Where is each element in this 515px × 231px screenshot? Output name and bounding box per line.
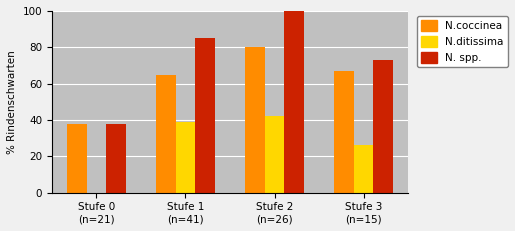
- Bar: [334, 71, 354, 193]
- Bar: [195, 38, 215, 193]
- Legend: N.coccinea, N.ditissima, N. spp.: N.coccinea, N.ditissima, N. spp.: [417, 16, 508, 67]
- Bar: [106, 124, 126, 193]
- Bar: [265, 116, 284, 193]
- Bar: [245, 47, 265, 193]
- Bar: [284, 11, 304, 193]
- Y-axis label: % Rindenschwarten: % Rindenschwarten: [7, 50, 17, 154]
- Bar: [156, 75, 176, 193]
- Bar: [373, 60, 393, 193]
- Bar: [354, 146, 373, 193]
- Bar: [67, 124, 87, 193]
- Bar: [176, 122, 195, 193]
